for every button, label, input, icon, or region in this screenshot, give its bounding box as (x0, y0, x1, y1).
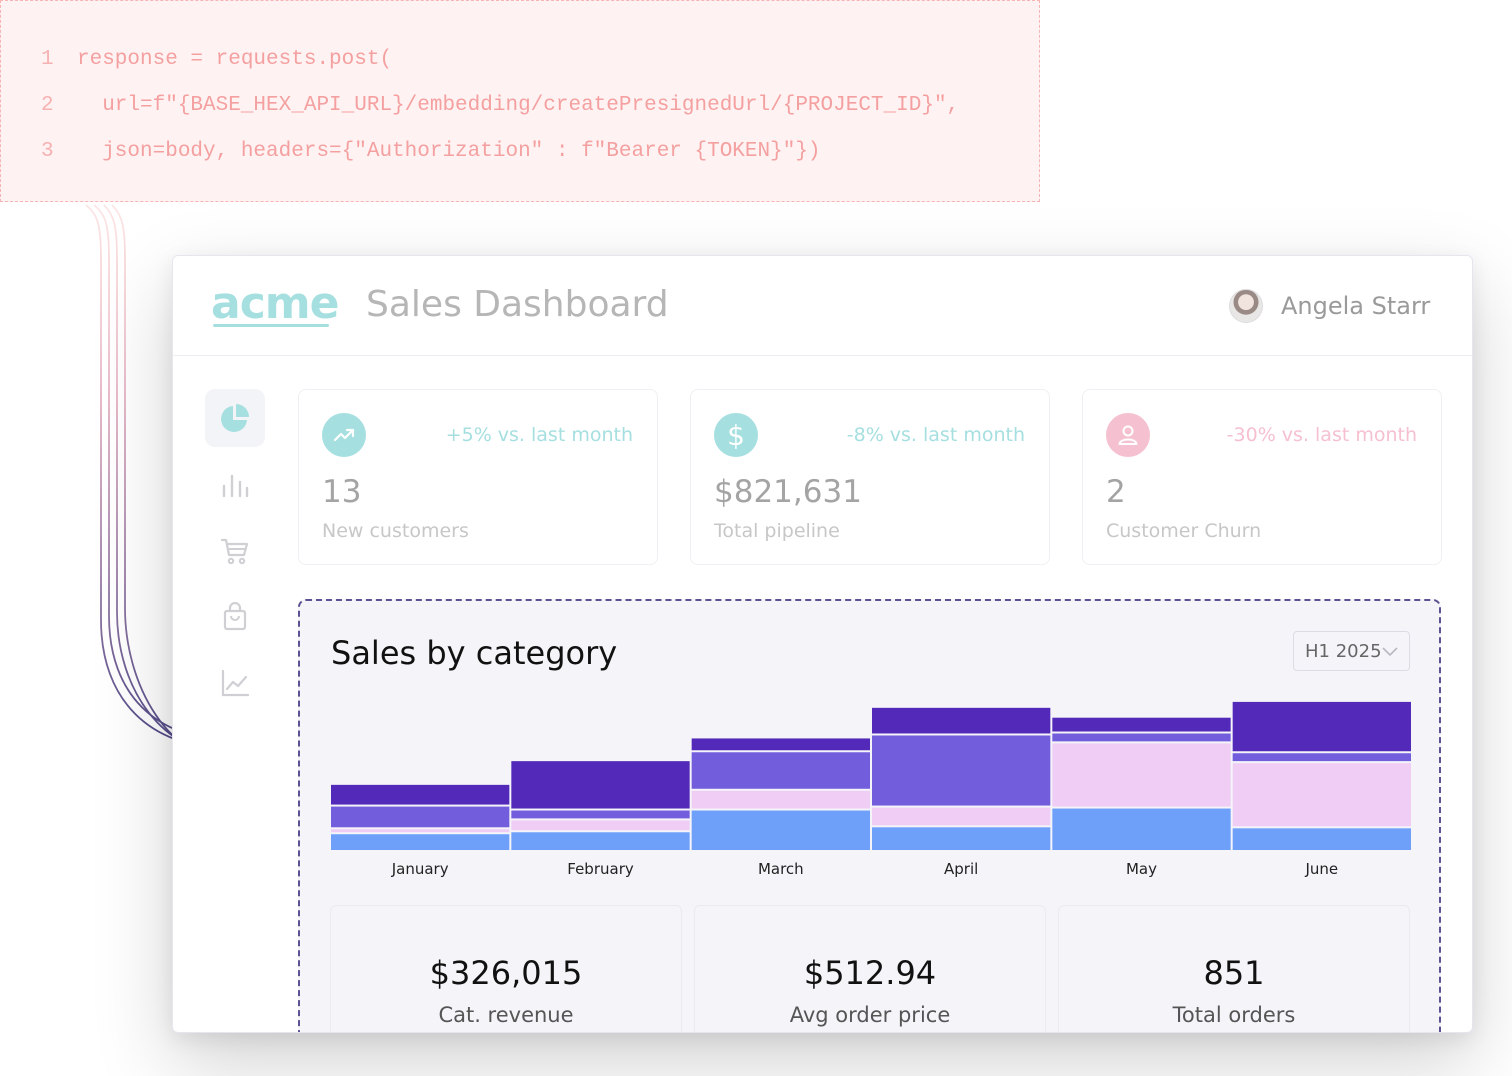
x-tick-label: February (567, 860, 634, 878)
trending-up-icon (322, 413, 366, 457)
kpi-delta: +5% vs. last month (445, 424, 633, 446)
bar-segment-june-1[interactable] (1232, 763, 1411, 827)
stacked-bar-chart: January February March April May June (331, 701, 1411, 878)
code-line: 2 url=f"{BASE_HEX_API_URL}/embedding/cre… (1, 90, 959, 120)
line-chart-icon (221, 669, 250, 697)
code-text: url=f"{BASE_HEX_API_URL}/embedding/creat… (77, 93, 960, 117)
user-icon (1106, 413, 1150, 457)
x-tick-label: March (758, 860, 804, 878)
code-text: json=body, headers={"Authorization" : f"… (77, 139, 821, 163)
kpi-card-customer-churn[interactable]: -30% vs. last month 2 Customer Churn (1082, 389, 1442, 565)
stat-value: $512.94 (803, 954, 937, 992)
sidebar-item-analytics[interactable] (205, 654, 265, 712)
code-line: 1 response = requests.post( (1, 44, 392, 74)
top-bar: acme Sales Dashboard Angela Starr (173, 256, 1472, 356)
kpi-value: 13 (322, 474, 362, 510)
code-line: 3 json=body, headers={"Authorization" : … (1, 136, 821, 166)
bar-segment-march-0[interactable] (691, 810, 870, 850)
stat-label: Total orders (1172, 1003, 1296, 1027)
sidebar-item-products[interactable] (205, 588, 265, 646)
period-select[interactable]: H1 2025 (1293, 631, 1410, 671)
kpi-card-total-pipeline[interactable]: $ -8% vs. last month $821,631 Total pipe… (690, 389, 1050, 565)
kpi-delta: -30% vs. last month (1226, 424, 1417, 446)
page-title: Sales Dashboard (366, 284, 669, 325)
dashboard-window: acme Sales Dashboard Angela Starr (172, 255, 1473, 1033)
stat-label: Cat. revenue (438, 1003, 574, 1027)
bar-segment-june-2[interactable] (1232, 753, 1411, 762)
user-name[interactable]: Angela Starr (1281, 292, 1431, 320)
bar-segment-january-2[interactable] (331, 806, 510, 828)
sales-by-category-panel: Sales by category H1 2025 January Februar… (298, 599, 1441, 1032)
bar-segment-january-0[interactable] (331, 834, 510, 850)
bar-segment-march-3[interactable] (691, 738, 870, 751)
kpi-card-new-customers[interactable]: +5% vs. last month 13 New customers (298, 389, 658, 565)
bar-segment-april-2[interactable] (872, 735, 1051, 806)
bar-segment-march-1[interactable] (691, 790, 870, 809)
bar-segment-february-3[interactable] (511, 761, 690, 809)
bar-segment-june-3[interactable] (1232, 701, 1411, 752)
stat-card-total-orders: 851 Total orders (1058, 905, 1410, 1032)
code-snippet-panel: 1 response = requests.post( 2 url=f"{BASE… (0, 0, 1040, 202)
line-number: 1 (41, 47, 54, 71)
bar-segment-april-3[interactable] (872, 707, 1051, 734)
sidebar-item-orders[interactable] (205, 522, 265, 580)
kpi-delta: -8% vs. last month (846, 424, 1025, 446)
sidebar-item-reports[interactable] (205, 456, 265, 514)
kpi-label: Total pipeline (714, 520, 840, 542)
line-number: 3 (41, 139, 54, 163)
bar-segment-february-1[interactable] (511, 820, 690, 831)
dollar-icon: $ (714, 413, 758, 457)
bar-segment-february-2[interactable] (511, 810, 690, 819)
bar-segment-may-1[interactable] (1052, 743, 1231, 807)
bar-segment-may-2[interactable] (1052, 733, 1231, 742)
user-avatar[interactable] (1229, 289, 1263, 323)
x-tick-label: May (1126, 860, 1157, 878)
stat-value: $326,015 (429, 954, 583, 992)
bar-segment-january-1[interactable] (331, 829, 510, 833)
pie-chart-icon (221, 404, 249, 432)
code-text: response = requests.post( (77, 47, 393, 71)
panel-title: Sales by category (331, 634, 618, 672)
stat-card-avg-order: $512.94 Avg order price (694, 905, 1046, 1032)
shopping-bag-icon (223, 602, 247, 631)
sidebar-item-overview[interactable] (205, 389, 265, 447)
kpi-value: $821,631 (714, 474, 862, 510)
bar-segment-february-0[interactable] (511, 832, 690, 850)
x-tick-label: April (944, 860, 978, 878)
bar-segment-may-3[interactable] (1052, 717, 1231, 732)
kpi-value: 2 (1106, 474, 1126, 510)
bar-segment-april-0[interactable] (872, 827, 1051, 850)
bar-segment-june-0[interactable] (1232, 828, 1411, 850)
x-tick-label: January (391, 860, 449, 878)
acme-logo[interactable]: acme (211, 278, 339, 329)
bar-segment-may-0[interactable] (1052, 808, 1231, 850)
stat-card-revenue: $326,015 Cat. revenue (330, 905, 682, 1032)
bar-chart-icon (222, 474, 249, 498)
bar-segment-january-3[interactable] (331, 784, 510, 805)
logo-underline (213, 324, 329, 327)
stat-value: 851 (1203, 954, 1265, 992)
chevron-down-icon (1382, 647, 1398, 657)
stat-label: Avg order price (789, 1003, 951, 1027)
x-tick-label: June (1304, 860, 1338, 878)
line-number: 2 (41, 93, 54, 117)
kpi-label: Customer Churn (1106, 520, 1262, 542)
kpi-label: New customers (322, 520, 469, 542)
bar-segment-april-1[interactable] (872, 807, 1051, 826)
shopping-cart-icon (220, 538, 249, 565)
period-value: H1 2025 (1305, 640, 1382, 662)
bar-segment-march-2[interactable] (691, 752, 870, 789)
